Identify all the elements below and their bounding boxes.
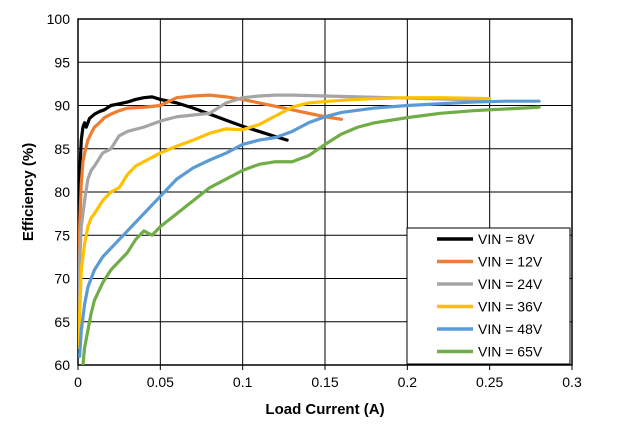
legend-label: VIN = 24V xyxy=(478,276,543,292)
legend-label: VIN = 48V xyxy=(478,321,543,337)
legend-label: VIN = 65V xyxy=(478,344,543,360)
series-line-1 xyxy=(78,95,289,237)
x-tick-label: 0 xyxy=(74,374,82,390)
tick-labels: 60 65 70 75 80 85 90 95 100 0 0.05 0.1 0.15 0.2 0.25 0.… xyxy=(47,11,582,390)
x-axis-title: Load Current (A) xyxy=(265,401,384,418)
y-tick-label: 90 xyxy=(54,98,70,114)
x-tick-label: 0.3 xyxy=(562,374,582,390)
legend-label: VIN = 12V xyxy=(478,254,543,270)
legend-label: VIN = 36V xyxy=(478,299,543,315)
y-tick-label: 100 xyxy=(47,11,71,27)
x-tick-label: 0.25 xyxy=(476,374,503,390)
y-axis-title: Efficiency (%) xyxy=(20,143,37,241)
series-line-6 xyxy=(81,105,541,365)
x-tick-label: 0.05 xyxy=(147,374,174,390)
series-lines xyxy=(78,93,541,365)
y-tick-label: 75 xyxy=(54,227,70,243)
y-tick-label: 95 xyxy=(54,54,70,70)
x-tick-label: 0.15 xyxy=(311,374,338,390)
x-tick-label: 0.1 xyxy=(233,374,253,390)
y-tick-label: 85 xyxy=(54,141,70,157)
series-line-3 xyxy=(78,93,492,324)
series-line-2 xyxy=(78,93,344,281)
legend-label: VIN = 8V xyxy=(478,231,535,247)
y-tick-label: 65 xyxy=(54,314,70,330)
legend: VIN = 8V VIN = 12V VIN = 24V VIN = 36V VIN =… xyxy=(406,227,571,365)
legend-box xyxy=(406,227,571,365)
series-line-4 xyxy=(78,96,492,350)
series-line-5 xyxy=(78,99,541,358)
y-tick-label: 60 xyxy=(54,357,70,373)
x-tick-label: 0.2 xyxy=(398,374,418,390)
y-tick-label: 70 xyxy=(54,271,70,287)
y-tick-label: 80 xyxy=(54,184,70,200)
